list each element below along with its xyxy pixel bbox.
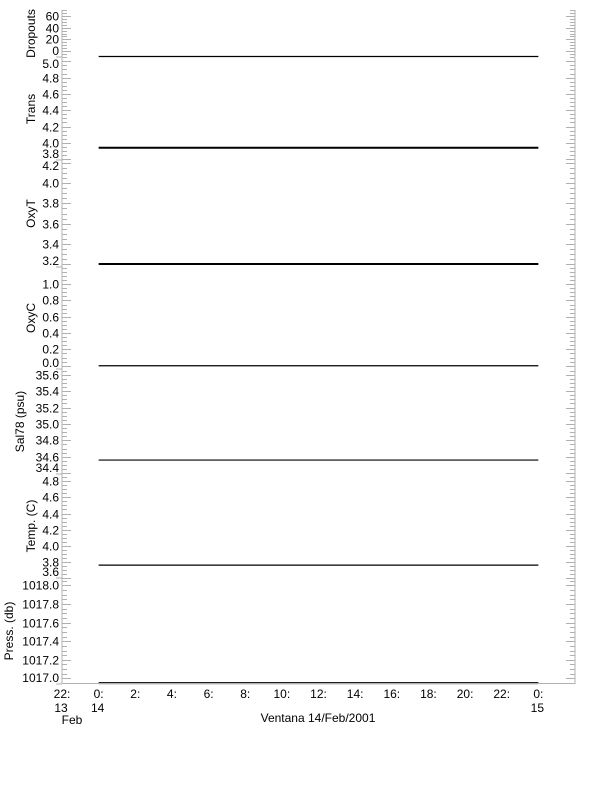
y-tick-label: 1018.0: [22, 579, 59, 593]
x-tick-date: 13: [54, 701, 68, 715]
panel-6: 1017.0 1017.2 1017.4 1017.6 1017.8 1018.0 Pres…: [2, 578, 576, 685]
y-tick-label: 40: [46, 22, 60, 36]
y-tick-label: 34.4: [36, 461, 60, 475]
y-tick-label: 34.8: [36, 434, 60, 448]
y-tick-label: 4.4: [42, 104, 59, 118]
y-tick-label: 5.0: [42, 57, 59, 71]
y-tick-label: 4.0: [42, 540, 59, 554]
y-tick-label: 0: [52, 44, 59, 58]
x-tick-label: 0:: [94, 687, 104, 701]
y-tick-label: 35.6: [36, 369, 60, 383]
y-tick-label: 3.6: [42, 565, 59, 579]
x-tick-label: 20:: [457, 687, 474, 701]
panels: 0204060Dropouts3.84.04.24.44.64.85.0Tran…: [2, 9, 576, 685]
y-tick-label: 3.6: [42, 218, 59, 232]
x-tick-label: 14:: [347, 687, 364, 701]
x-tick-date: 14: [91, 701, 105, 715]
panel-4: 34.434.6 34.8 35.0 35.2 35.4 35.6 Sal78 (psu): [13, 369, 576, 475]
x-tick-label: 2:: [130, 687, 140, 701]
y-tick-label: 35.4: [36, 385, 60, 399]
x-tick-label: 18:: [420, 687, 437, 701]
y-tick-label: 34.6: [36, 451, 60, 465]
y-axis-label: Press. (db): [2, 602, 16, 661]
x-tick-label: 22:: [54, 687, 71, 701]
y-tick-label: 1017.6: [22, 617, 59, 631]
y-tick-label: 4.2: [42, 121, 59, 135]
x-tick-date: 15: [531, 701, 545, 715]
x-axis-label: Ventana 14/Feb/2001: [261, 711, 376, 725]
y-tick-label: 3.4: [42, 238, 59, 252]
x-tick-label: 22:: [493, 687, 510, 701]
y-tick-label: 4.2: [42, 159, 59, 173]
panel-3: 0.00.2 0.4 0.6 0.8 1.0 OxyC: [24, 267, 576, 370]
x-tick-label: 10:: [274, 687, 291, 701]
y-axis-label: OxyT: [24, 199, 38, 228]
panel-2: 3.2 3.4 3.6 3.8 4.0 4.2 OxyT: [24, 159, 576, 268]
x-tick-label: 8:: [240, 687, 250, 701]
y-tick-label: 1.0: [42, 278, 59, 292]
y-tick-label: 3.8: [42, 197, 59, 211]
x-tick-label: 4:: [167, 687, 177, 701]
y-tick-label: 0.8: [42, 294, 59, 308]
y-tick-label: 4.0: [42, 137, 59, 151]
y-axis-label: Dropouts: [24, 9, 38, 58]
y-axis-label: OxyC: [24, 303, 38, 333]
y-tick-label: 3.8: [42, 147, 59, 161]
y-tick-label: 4.6: [42, 491, 59, 505]
y-tick-label: 1017.0: [22, 671, 59, 685]
y-tick-label: 1017.2: [22, 654, 59, 668]
y-tick-label: 4.2: [42, 524, 59, 538]
y-tick-label: 35.2: [36, 402, 60, 416]
y-axis-label: Sal78 (psu): [13, 391, 27, 452]
y-tick-label: 35.0: [36, 418, 60, 432]
y-tick-label: 1017.4: [22, 635, 59, 649]
y-tick-label: 0.2: [42, 343, 59, 357]
y-tick-label: 3.8: [42, 556, 59, 570]
y-axis-label: Trans: [24, 94, 38, 124]
x-tick-label: 0:: [533, 687, 543, 701]
y-tick-label: 0.0: [42, 356, 59, 370]
y-tick-label: 4.6: [42, 88, 59, 102]
y-tick-label: 4.8: [42, 72, 59, 86]
y-tick-label: 0.6: [42, 311, 59, 325]
y-tick-label: 4.8: [42, 475, 59, 489]
panel-5: 3.63.8 4.0 4.2 4.4 4.6 4.8 Temp. (C): [24, 474, 576, 579]
y-tick-label: 1017.8: [22, 598, 59, 612]
y-tick-label: 60: [46, 10, 60, 24]
y-axis-label: Temp. (C): [24, 500, 38, 553]
x-tick-label: 12:: [310, 687, 327, 701]
panel-1: 3.84.0 4.2 4.4 4.6 4.85.0 Trans: [24, 57, 576, 161]
y-tick-label: 4.0: [42, 177, 59, 191]
x-tick-label: 16:: [383, 687, 400, 701]
x-tick-label: 6:: [204, 687, 214, 701]
x-tick-month: Feb: [62, 713, 83, 727]
y-tick-label: 20: [46, 33, 60, 47]
y-tick-label: 4.4: [42, 508, 59, 522]
y-tick-label: 3.2: [42, 254, 59, 268]
y-tick-label: 0.4: [42, 327, 59, 341]
